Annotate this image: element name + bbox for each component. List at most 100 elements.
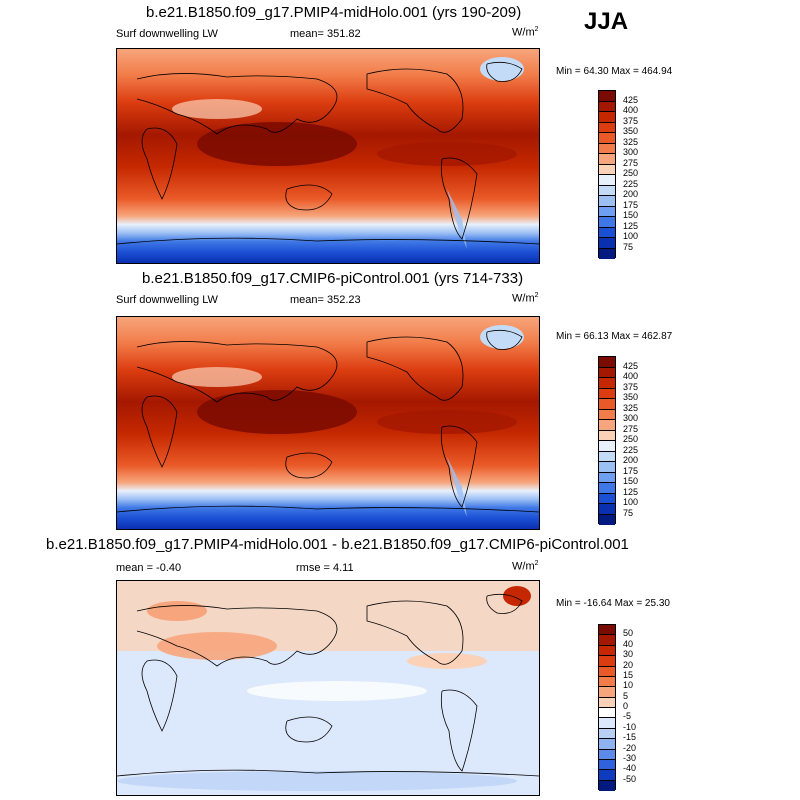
colorbar-segment [599,656,615,667]
colorbar-tick-label: 250 [623,434,639,444]
colorbar-segment [599,687,615,698]
colorbar-tick-label: -20 [623,742,637,753]
panel-2-minmax: Min = 66.13 Max = 462.87 [556,331,673,342]
colorbar-segment [599,666,615,677]
colorbar-tick-label: 350 [623,392,639,402]
colorbar-segment [599,378,615,389]
colorbar-segment [599,451,615,462]
colorbar-segment [599,780,615,791]
colorbar-tick-label: 15 [623,669,634,680]
panel-1-mean: mean= 351.82 [290,28,361,40]
colorbar-tick-label: 325 [623,402,639,413]
colorbar-segment [599,185,615,196]
panel-1-colorbar [598,90,616,259]
colorbar-tick-label: 425 [623,360,639,371]
colorbar-tick-label: -40 [623,763,637,774]
colorbar-segment [599,164,615,175]
colorbar-tick-label: 225 [623,178,639,189]
colorbar-segment [599,483,615,494]
colorbar-tick-label: -15 [623,732,637,743]
colorbar-segment [599,759,615,771]
colorbar-tick-label: 125 [623,486,639,497]
panel-3-map [116,580,540,796]
colorbar-tick-label: 175 [623,199,639,210]
panel-2-mean: mean= 352.23 [290,294,361,306]
colorbar-segment [599,420,615,431]
colorbar-tick-label: 150 [623,476,639,486]
colorbar-tick-label: 5 [623,690,629,701]
colorbar-tick-label: 300 [623,413,639,423]
colorbar-segment [599,248,615,259]
colorbar-segment [599,645,615,657]
colorbar-segment [599,493,615,504]
panel-3-minmax: Min = -16.64 Max = 25.30 [556,598,670,609]
colorbar-tick-label: -5 [623,711,632,722]
panel-1-variable: Surf downwelling LW [116,28,218,40]
colorbar-segment [599,430,615,441]
colorbar-tick-label: 250 [623,168,639,178]
panel-1-units: W/m2 [512,26,539,39]
colorbar-tick-label: 400 [623,371,639,381]
colorbar-tick-label: -10 [623,721,637,732]
colorbar-tick-label: 375 [623,381,639,392]
panel-2-colorbar [598,356,616,525]
colorbar-segment [599,739,615,750]
colorbar-segment [599,357,615,368]
colorbar-segment [599,133,615,144]
colorbar-segment [599,227,615,238]
colorbar-segment [599,206,615,217]
colorbar-segment [599,770,615,781]
panel-3-units: W/m2 [512,560,539,573]
colorbar-tick-label: 225 [623,444,639,455]
colorbar-segment [599,112,615,123]
colorbar-segment [599,462,615,473]
panel-2-title: b.e21.B1850.f09_g17.CMIP6-piControl.001 … [142,270,524,287]
colorbar-tick-label: 400 [623,105,639,115]
colorbar-tick-label: 275 [623,423,639,434]
panel-3-mean: mean = -0.40 [116,562,182,574]
colorbar-segment [599,101,615,112]
colorbar-tick-label: 200 [623,455,639,465]
colorbar-segment [599,697,615,708]
colorbar-tick-label: 150 [623,210,639,220]
colorbar-segment [599,625,615,636]
colorbar-tick-label: 125 [623,220,639,231]
colorbar-tick-label: 375 [623,115,639,126]
panel-3-title: b.e21.B1850.f09_g17.PMIP4-midHolo.001 - … [46,536,629,553]
colorbar-segment [599,409,615,420]
colorbar-tick-label: 100 [623,231,639,241]
panel-1-minmax: Min = 64.30 Max = 464.94 [556,66,673,77]
colorbar-segment [599,143,615,154]
colorbar-tick-label: 425 [623,94,639,105]
colorbar-segment [599,367,615,378]
panel-3-colorbar [598,624,616,791]
colorbar-tick-label: 325 [623,136,639,147]
colorbar-tick-label: 275 [623,157,639,168]
colorbar-segment [599,718,615,729]
colorbar-tick-label: 175 [623,465,639,476]
colorbar-tick-label: 20 [623,659,634,670]
colorbar-tick-label: 30 [623,649,634,660]
colorbar-segment [599,441,615,452]
colorbar-tick-label: 10 [623,680,634,691]
colorbar-tick-label: 75 [623,507,634,518]
colorbar-tick-label: -30 [623,752,637,763]
colorbar-segment [599,91,615,102]
colorbar-tick-label: -50 [623,773,637,784]
colorbar-segment [599,635,615,646]
panel-3-rmse: rmse = 4.11 [296,562,354,574]
panel-2-map [116,316,540,530]
colorbar-segment [599,238,615,249]
colorbar-segment [599,472,615,483]
panel-1-map [116,48,540,264]
colorbar-segment [599,749,615,760]
panel-2-units: W/m2 [512,292,539,305]
colorbar-segment [599,122,615,133]
colorbar-tick-label: 40 [623,638,634,649]
colorbar-tick-label: 75 [623,241,634,252]
colorbar-tick-label: 100 [623,497,639,507]
colorbar-segment [599,388,615,399]
colorbar-tick-label: 200 [623,189,639,199]
colorbar-segment [599,708,615,719]
colorbar-tick-label: 350 [623,126,639,136]
